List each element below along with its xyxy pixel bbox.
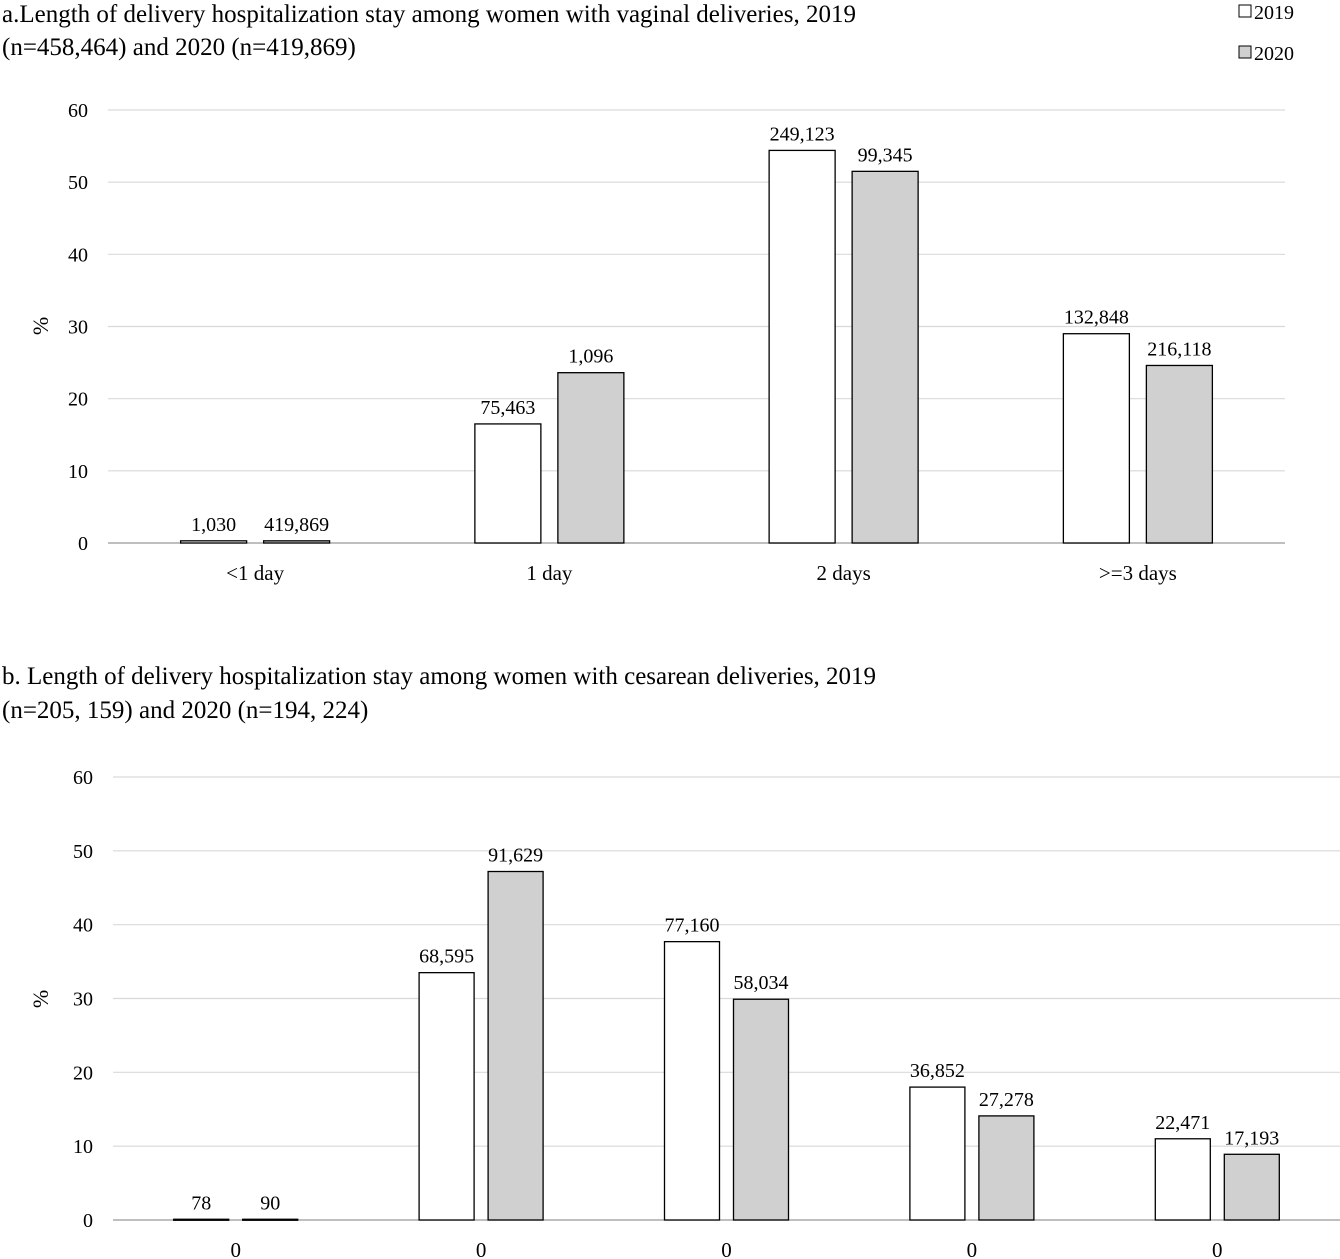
data-label-2020: 90 (260, 1192, 280, 1214)
chart-a-title: a.Length of delivery hospitalization sta… (2, 1, 856, 28)
data-label-2020: 1,096 (568, 346, 613, 368)
data-label-2019: 75,463 (480, 397, 535, 419)
data-label-2020: 27,278 (979, 1089, 1034, 1111)
data-label-2020: 99,345 (858, 144, 913, 166)
y-tick-label: 60 (73, 767, 93, 789)
data-label-2019: 77,160 (665, 915, 720, 937)
x-category-label: 2 days (817, 561, 871, 585)
data-label-2020: 17,193 (1224, 1127, 1279, 1149)
bar-2020 (242, 1218, 299, 1221)
x-category-label: >=3 days (1099, 561, 1177, 585)
y-tick-label: 10 (68, 461, 88, 483)
chart-a-subtitle: (n=458,464) and 2020 (n=419,869) (2, 34, 356, 61)
data-label-2019: 249,123 (770, 123, 835, 145)
x-category-label: 0 (230, 1238, 241, 1259)
data-label-2019: 78 (191, 1192, 211, 1214)
legend-label-2020: 2020 (1254, 43, 1294, 65)
x-category-label: 0 (967, 1238, 978, 1259)
legend-swatch-2020 (1238, 45, 1252, 59)
y-tick-label: 30 (68, 317, 88, 339)
chart-b-ylabel: % (28, 990, 53, 1008)
bar-2019 (663, 940, 721, 1221)
bar-2020 (1145, 364, 1214, 544)
x-category-label: 0 (1212, 1238, 1223, 1259)
chart-b-title: b. Length of delivery hospitalization st… (2, 663, 876, 690)
bar-2019 (768, 149, 836, 544)
bar-2020 (1223, 1153, 1280, 1221)
data-label-2019: 68,595 (419, 946, 474, 968)
data-label-2020: 58,034 (734, 972, 789, 994)
data-label-2019: 36,852 (910, 1060, 965, 1082)
bar-2019 (1154, 1138, 1211, 1221)
y-tick-label: 0 (83, 1210, 93, 1232)
chart-a: % 0 10 20 30 40 50 60 1,030 419,869 <1 day 75,463 1… (28, 100, 1285, 585)
y-tick-label: 0 (78, 533, 88, 555)
x-category-label: <1 day (226, 561, 284, 585)
legend-label-2019: 2019 (1254, 2, 1294, 24)
legend: 2019 2020 (1238, 2, 1294, 65)
y-tick-label: 50 (68, 172, 88, 194)
chart-a-ylabel: % (28, 317, 53, 335)
bar-2020 (262, 540, 331, 544)
x-category-label: 0 (721, 1238, 732, 1259)
data-label-2019: 132,848 (1064, 307, 1129, 329)
bar-2019 (474, 423, 542, 544)
chart-b: % 0 10 20 30 40 50 60 78 90 0 68,595 91,629 0 77,160 5… (28, 767, 1340, 1259)
x-category-label: 0 (476, 1238, 487, 1259)
data-label-2020: 216,118 (1147, 338, 1211, 360)
y-tick-label: 40 (68, 244, 88, 266)
bar-2019 (418, 972, 475, 1221)
bar-2020 (557, 372, 625, 544)
y-tick-label: 30 (73, 989, 93, 1011)
legend-swatch-2019 (1238, 4, 1252, 18)
data-label-2020: 419,869 (264, 514, 329, 536)
chart-b-subtitle: (n=205, 159) and 2020 (n=194, 224) (2, 697, 368, 724)
data-label-2019: 22,471 (1155, 1112, 1210, 1134)
bar-2020 (978, 1115, 1035, 1221)
y-tick-label: 50 (73, 841, 93, 863)
bar-2019 (173, 1218, 230, 1221)
data-label-2019: 1,030 (191, 514, 236, 536)
bar-2020 (487, 870, 544, 1221)
y-tick-label: 40 (73, 915, 93, 937)
bar-2020 (851, 170, 919, 544)
x-category-label: 1 day (526, 561, 573, 585)
y-tick-label: 60 (68, 100, 88, 122)
bar-2020 (732, 998, 790, 1221)
data-label-2020: 91,629 (488, 845, 543, 867)
bar-2019 (179, 540, 248, 544)
bar-2019 (909, 1086, 966, 1221)
y-tick-label: 20 (68, 389, 88, 411)
y-tick-label: 10 (73, 1136, 93, 1158)
bar-2019 (1062, 333, 1131, 544)
y-tick-label: 20 (73, 1062, 93, 1084)
